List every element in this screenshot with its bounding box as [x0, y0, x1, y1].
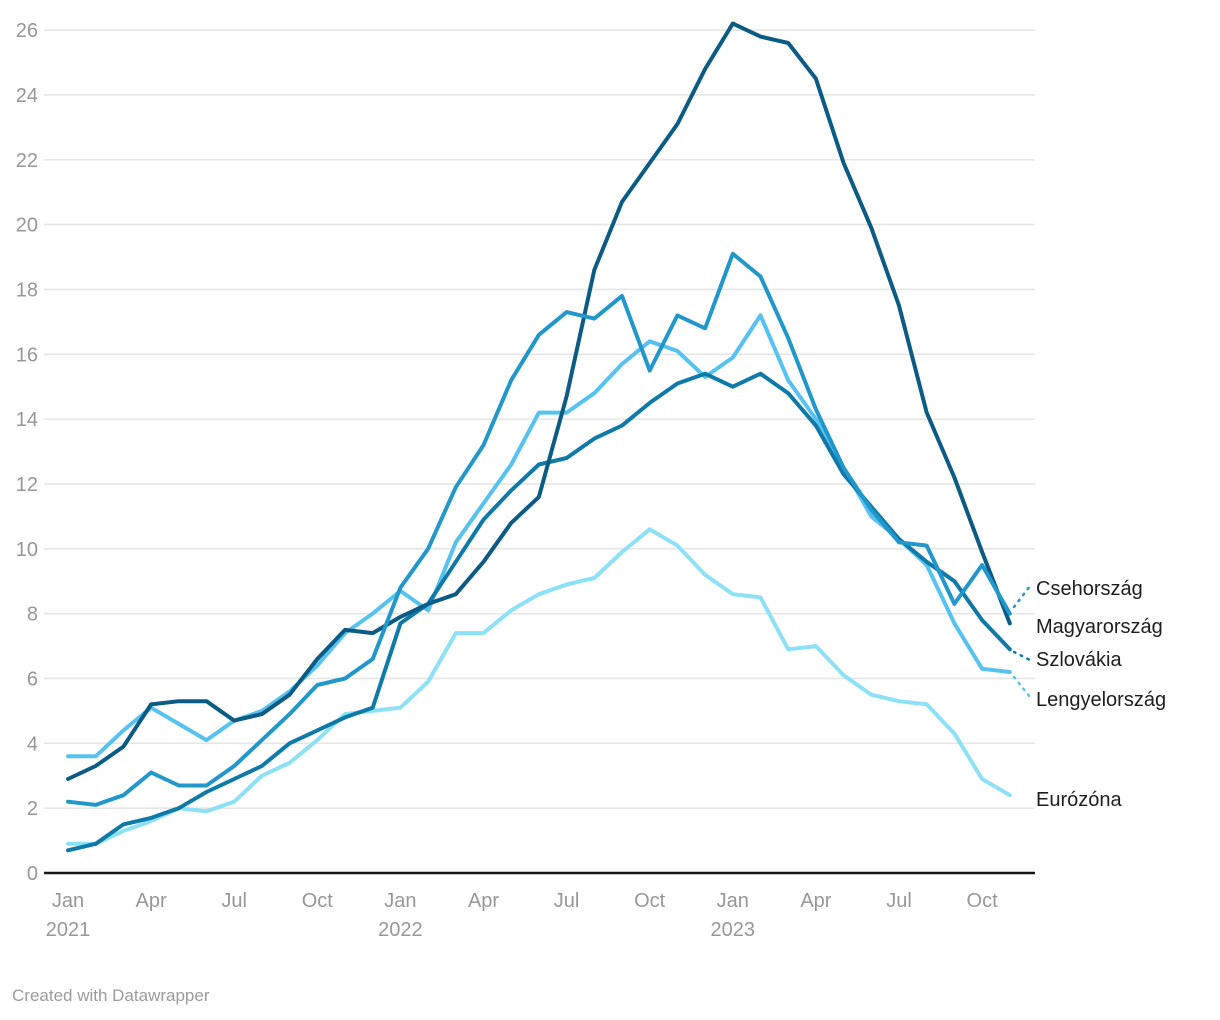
- x-axis-tick-Jul-2021: Jul: [221, 890, 247, 912]
- x-axis-tick-Jan-2023: Jan: [717, 890, 749, 912]
- y-axis-tick-26: 26: [16, 20, 38, 42]
- x-axis-tick-Jul-2022: Jul: [554, 890, 580, 912]
- series-line-csehország: [66, 251, 1012, 807]
- y-axis-tick-24: 24: [16, 85, 38, 107]
- x-axis-year-2023: 2023: [711, 919, 756, 941]
- x-axis-year-2021: 2021: [46, 919, 91, 941]
- legend-label-eurozona: Eurózóna: [1036, 789, 1122, 811]
- y-axis-tick-14: 14: [16, 409, 38, 431]
- series-line-magyarország: [66, 21, 1012, 781]
- x-axis-tick-Jan-2021: Jan: [52, 890, 84, 912]
- x-axis-tick-Apr-2021: Apr: [136, 890, 167, 912]
- y-axis-tick-0: 0: [27, 863, 38, 885]
- y-axis-tick-18: 18: [16, 279, 38, 301]
- x-axis-tick-Oct-2023: Oct: [967, 890, 999, 912]
- y-axis-tick-8: 8: [27, 604, 38, 626]
- y-axis-tick-12: 12: [16, 474, 38, 496]
- y-axis-tick-10: 10: [16, 539, 38, 561]
- legend-label-szlovakia: Szlovákia: [1036, 649, 1122, 671]
- x-axis-tick-Apr-2022: Apr: [468, 890, 499, 912]
- y-axis-tick-6: 6: [27, 668, 38, 690]
- y-axis-tick-16: 16: [16, 344, 38, 366]
- x-axis-tick-Jan-2022: Jan: [384, 890, 416, 912]
- series-line-szlovákia: [66, 371, 1012, 853]
- datawrapper-credit: Created with Datawrapper: [12, 986, 210, 1005]
- label-connector-csehország: [1012, 584, 1032, 609]
- y-axis-tick-20: 20: [16, 215, 38, 237]
- label-connector-lengyelország: [1012, 675, 1032, 699]
- x-axis-tick-Oct-2021: Oct: [302, 890, 334, 912]
- legend-label-magyarorszag: Magyarország: [1036, 616, 1163, 638]
- x-axis-tick-Apr-2023: Apr: [800, 890, 831, 912]
- legend-label-lengyelorszag: Lengyelország: [1036, 689, 1167, 711]
- legend-label-csehorszag: Csehország: [1036, 578, 1143, 600]
- x-axis-tick-Oct-2022: Oct: [634, 890, 666, 912]
- y-axis-tick-2: 2: [27, 798, 38, 820]
- label-connector-szlovákia: [1012, 650, 1032, 662]
- series-line-eurózóna: [66, 527, 1012, 846]
- y-axis-tick-4: 4: [27, 733, 38, 755]
- x-axis-tick-Jul-2023: Jul: [886, 890, 912, 912]
- series-line-lengyelország: [66, 313, 1012, 759]
- x-axis-year-2022: 2022: [378, 919, 423, 941]
- y-axis-tick-22: 22: [16, 150, 38, 172]
